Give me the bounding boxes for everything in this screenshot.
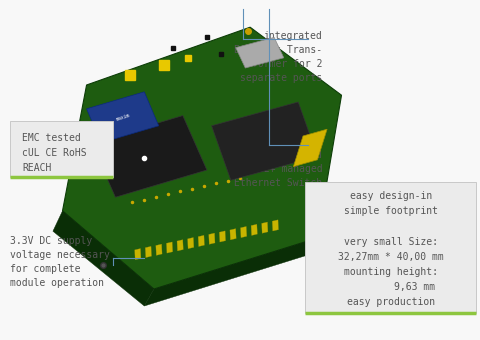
Text: maxim: maxim (115, 113, 130, 122)
Polygon shape (91, 116, 206, 197)
FancyBboxPatch shape (10, 121, 113, 177)
Text: integrated
Ethernet Trans-
former for 2
separate ports: integrated Ethernet Trans- former for 2 … (234, 31, 322, 83)
Polygon shape (293, 129, 326, 167)
Polygon shape (208, 233, 215, 244)
Text: easy design-in
simple footprint

very small Size:
32,27mm * 40,00 mm
mounting he: easy design-in simple footprint very sma… (337, 191, 443, 307)
Polygon shape (177, 240, 183, 251)
Polygon shape (261, 222, 267, 233)
Polygon shape (187, 237, 193, 249)
Polygon shape (134, 249, 141, 260)
Polygon shape (86, 92, 158, 143)
FancyBboxPatch shape (305, 182, 475, 313)
Polygon shape (166, 242, 172, 253)
Polygon shape (156, 244, 162, 255)
Polygon shape (229, 228, 236, 240)
Polygon shape (144, 238, 317, 306)
Polygon shape (251, 224, 257, 235)
Polygon shape (235, 37, 283, 68)
Polygon shape (272, 220, 278, 231)
Text: 2 PHYs on Board
integrated
L2+ managed
Ethernet Switch: 2 PHYs on Board integrated L2+ managed E… (234, 136, 322, 188)
Polygon shape (211, 102, 317, 180)
Text: EMC tested
cUL CE RoHS
REACH: EMC tested cUL CE RoHS REACH (22, 133, 86, 173)
Polygon shape (62, 27, 341, 289)
Text: 3.3V DC supply
voltage necessary
for complete
module operation: 3.3V DC supply voltage necessary for com… (10, 236, 109, 288)
Polygon shape (240, 226, 246, 238)
Polygon shape (198, 235, 204, 246)
Polygon shape (219, 231, 225, 242)
Polygon shape (145, 246, 151, 258)
Polygon shape (53, 211, 154, 306)
